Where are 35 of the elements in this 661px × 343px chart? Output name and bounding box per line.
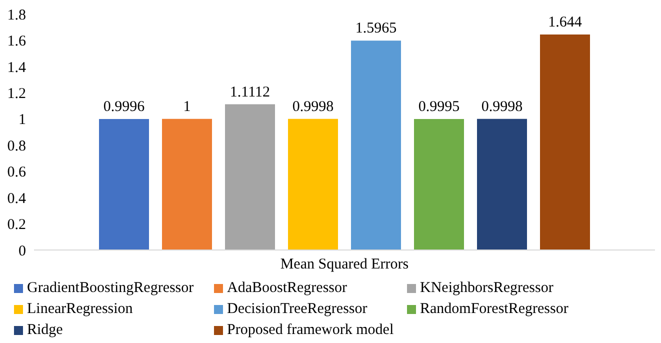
legend-label: LinearRegression xyxy=(27,301,133,318)
y-tick-label: 0.8 xyxy=(7,138,26,154)
legend-label: Proposed framework model xyxy=(227,322,394,339)
legend-label: GradientBoostingRegressor xyxy=(27,280,194,297)
y-tick-label: 1.8 xyxy=(7,7,26,24)
bar xyxy=(540,34,590,250)
data-label: 1 xyxy=(183,98,191,115)
bar xyxy=(351,40,401,250)
bar xyxy=(225,104,275,250)
x-tick-label: Mean Squared Errors xyxy=(280,256,409,273)
y-tick-label: 0 xyxy=(18,243,26,260)
legend-label: RandomForestRegressor xyxy=(420,301,568,318)
bar xyxy=(477,118,527,250)
y-tick-label: 1.4 xyxy=(7,60,26,76)
y-tick-label: 0.4 xyxy=(7,190,26,207)
data-label: 0.9996 xyxy=(103,98,146,115)
data-label: 1.1112 xyxy=(230,84,270,100)
y-tick-label: 1 xyxy=(18,112,26,128)
legend-label: DecisionTreeRegressor xyxy=(227,301,368,318)
legend-label: Ridge xyxy=(27,322,63,339)
bar xyxy=(99,118,149,250)
data-label: 0.9998 xyxy=(481,98,523,115)
y-tick-label: 0.2 xyxy=(7,217,26,234)
data-label: 0.9995 xyxy=(418,98,460,115)
bar xyxy=(414,118,464,250)
legend-label: KNeighborsRegressor xyxy=(420,280,554,297)
bar xyxy=(162,118,212,250)
data-label: 1.5965 xyxy=(355,20,397,37)
data-label: 0.9998 xyxy=(292,98,334,115)
y-tick-label: 1.6 xyxy=(7,34,26,50)
y-tick-label: 1.2 xyxy=(7,86,26,102)
bar xyxy=(288,118,338,250)
y-tick-label: 0.6 xyxy=(7,164,26,181)
legend-label: AdaBoostRegressor xyxy=(227,280,347,297)
data-label: 1.644 xyxy=(548,14,582,30)
